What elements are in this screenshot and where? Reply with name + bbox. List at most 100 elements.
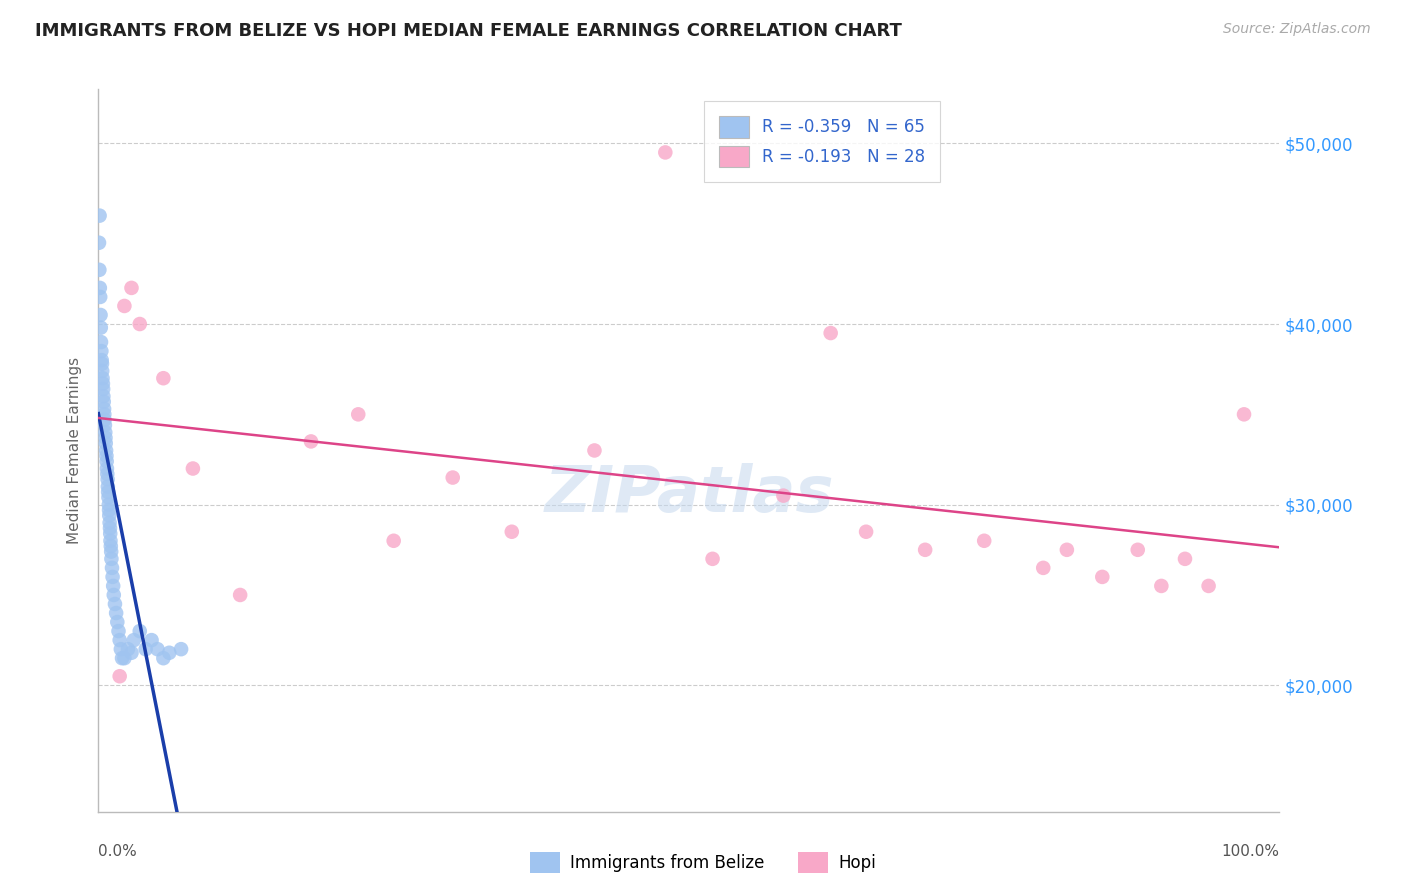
Point bbox=[299, 434, 322, 449]
Point bbox=[104, 597, 127, 611]
Point bbox=[90, 344, 112, 359]
Point bbox=[107, 624, 129, 639]
Point bbox=[654, 145, 676, 160]
Point bbox=[152, 371, 174, 385]
Point bbox=[181, 461, 204, 475]
Point bbox=[89, 263, 111, 277]
Point bbox=[91, 371, 114, 385]
Point bbox=[89, 281, 111, 295]
Point bbox=[98, 526, 121, 541]
Point bbox=[101, 561, 124, 575]
Point bbox=[441, 470, 464, 484]
Point bbox=[112, 299, 135, 313]
Point bbox=[117, 642, 139, 657]
Point bbox=[1056, 542, 1078, 557]
Point bbox=[702, 551, 724, 566]
Point bbox=[97, 480, 120, 494]
Point bbox=[111, 651, 134, 665]
Point bbox=[121, 281, 143, 295]
Point bbox=[93, 407, 115, 422]
Point bbox=[1174, 551, 1197, 566]
Point bbox=[108, 669, 131, 683]
Point bbox=[97, 472, 120, 486]
Point bbox=[91, 376, 114, 391]
Text: ZIPatlas: ZIPatlas bbox=[544, 463, 834, 524]
Point bbox=[100, 533, 122, 548]
Point bbox=[135, 642, 157, 657]
Point bbox=[89, 209, 111, 223]
Point bbox=[1032, 561, 1054, 575]
Point bbox=[141, 633, 163, 648]
Point bbox=[98, 503, 121, 517]
Text: 100.0%: 100.0% bbox=[1222, 844, 1279, 859]
Point bbox=[91, 357, 114, 371]
Point bbox=[91, 364, 114, 378]
Point bbox=[229, 588, 252, 602]
Point bbox=[501, 524, 523, 539]
Point bbox=[1198, 579, 1220, 593]
Point bbox=[1150, 579, 1173, 593]
Point bbox=[97, 498, 120, 512]
Point bbox=[96, 449, 118, 463]
Point bbox=[100, 539, 122, 553]
Point bbox=[98, 521, 121, 535]
Point bbox=[105, 615, 128, 629]
Point bbox=[96, 461, 118, 475]
Point bbox=[96, 467, 118, 481]
Point bbox=[90, 353, 112, 368]
Point bbox=[93, 413, 115, 427]
Point bbox=[100, 544, 122, 558]
Point bbox=[91, 382, 114, 396]
Point bbox=[121, 646, 143, 660]
Point bbox=[93, 401, 115, 416]
Point bbox=[103, 579, 125, 593]
Point bbox=[98, 508, 121, 523]
Point bbox=[1126, 542, 1149, 557]
Point bbox=[97, 485, 120, 500]
Point bbox=[105, 606, 128, 620]
Point bbox=[90, 308, 112, 322]
Point bbox=[89, 290, 111, 304]
Point bbox=[98, 516, 121, 530]
Point bbox=[97, 491, 120, 505]
Point bbox=[128, 317, 150, 331]
Text: 0.0%: 0.0% bbox=[98, 844, 138, 859]
Text: Source: ZipAtlas.com: Source: ZipAtlas.com bbox=[1223, 22, 1371, 37]
Point bbox=[87, 235, 110, 250]
Point bbox=[914, 542, 936, 557]
Point bbox=[772, 489, 794, 503]
Point bbox=[108, 633, 131, 648]
Legend: Immigrants from Belize, Hopi: Immigrants from Belize, Hopi bbox=[523, 846, 883, 880]
Point bbox=[157, 646, 180, 660]
Point bbox=[122, 633, 145, 648]
Y-axis label: Median Female Earnings: Median Female Earnings bbox=[67, 357, 83, 544]
Point bbox=[583, 443, 606, 458]
Point bbox=[94, 425, 117, 440]
Point bbox=[110, 642, 132, 657]
Point bbox=[96, 454, 118, 468]
Point bbox=[94, 436, 117, 450]
Point bbox=[90, 334, 112, 349]
Point bbox=[94, 431, 117, 445]
Point bbox=[170, 642, 193, 657]
Point bbox=[820, 326, 842, 340]
Point bbox=[973, 533, 995, 548]
Point bbox=[347, 407, 370, 422]
Point bbox=[112, 651, 135, 665]
Point bbox=[93, 394, 115, 409]
Point bbox=[94, 418, 117, 433]
Point bbox=[1091, 570, 1114, 584]
Legend: R = -0.359   N = 65, R = -0.193   N = 28: R = -0.359 N = 65, R = -0.193 N = 28 bbox=[704, 101, 941, 182]
Point bbox=[103, 588, 125, 602]
Point bbox=[90, 320, 112, 334]
Point bbox=[152, 651, 174, 665]
Text: IMMIGRANTS FROM BELIZE VS HOPI MEDIAN FEMALE EARNINGS CORRELATION CHART: IMMIGRANTS FROM BELIZE VS HOPI MEDIAN FE… bbox=[35, 22, 903, 40]
Point bbox=[382, 533, 405, 548]
Point bbox=[94, 443, 117, 458]
Point bbox=[1233, 407, 1256, 422]
Point bbox=[128, 624, 150, 639]
Point bbox=[146, 642, 169, 657]
Point bbox=[855, 524, 877, 539]
Point bbox=[100, 551, 122, 566]
Point bbox=[101, 570, 124, 584]
